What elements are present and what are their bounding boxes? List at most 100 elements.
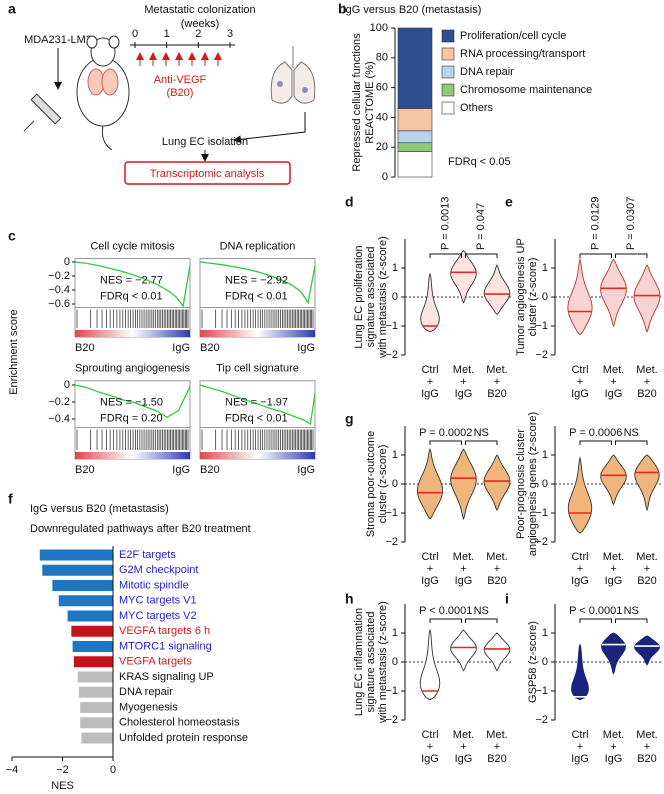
legend-label: RNA processing/transport [460, 48, 585, 60]
x-tick-label: Ctrl [421, 551, 438, 563]
bar [80, 702, 113, 713]
x-tick-label: IgG [605, 388, 623, 400]
y-axis-label: signature associated [365, 247, 377, 348]
panel-label: c [8, 228, 16, 244]
x-end-label: B20 [200, 342, 220, 354]
y-tick-label: 0 [542, 291, 548, 303]
x-tick-label: Ctrl [421, 364, 438, 376]
y-tick-label: 1 [392, 627, 398, 639]
arrow [233, 112, 306, 144]
y-tick-label: 20 [376, 141, 388, 153]
bar [42, 564, 113, 576]
x-tick-label: + [644, 376, 650, 388]
diagram-title: Metastatic colonization [144, 4, 255, 16]
violin [483, 632, 511, 672]
chart-title: DNA replication [220, 240, 296, 252]
y-tick-label: −1 [535, 685, 548, 697]
category-label: Cholesterol homeostasis [119, 717, 240, 729]
y-axis-label: with metastasis (z-score) [377, 601, 389, 724]
rank-gradient [75, 330, 190, 337]
rank-gradient [75, 452, 190, 459]
enrichment-line [74, 384, 191, 419]
bracket [465, 618, 498, 623]
p-value: NS [474, 427, 489, 439]
y-tick-label: 0 [392, 478, 398, 490]
category-label: KRAS signaling UP [119, 671, 214, 683]
bar-segment [397, 108, 433, 132]
x-tick-label: IgG [571, 575, 589, 587]
cell-line: MDA231-LM2 [24, 34, 92, 46]
annotation: FDRq < 0.05 [448, 156, 511, 168]
y-tick-label: 0 [542, 478, 548, 490]
y-tick-label: −1 [385, 507, 398, 519]
step: Lung EC isolation [162, 136, 248, 148]
p-value: NS [624, 605, 639, 617]
x-end-label: B20 [75, 342, 95, 354]
x-tick-label: Met. [453, 364, 474, 376]
bracket [429, 618, 462, 623]
bar [52, 580, 113, 591]
x-tick-label: IgG [605, 753, 623, 765]
enrichment-line [199, 384, 316, 426]
x-tick-label: + [494, 741, 500, 753]
bracket [615, 253, 648, 258]
x-tick-label: Ctrl [571, 729, 588, 741]
nes: NES = −2.92 [225, 274, 288, 286]
timeline-label: 2 [195, 28, 201, 40]
y-tick-label: 0 [542, 656, 548, 668]
x-tick-label: + [610, 563, 616, 575]
y-axis-label: cluster (z-score) [527, 258, 539, 337]
fdr: FDRq < 0.01 [100, 290, 163, 302]
y-tick-label: −2 [535, 714, 548, 726]
timeline-label: 3 [227, 28, 233, 40]
chart-subtitle: Downregulated pathways after B20 treatme… [30, 523, 251, 535]
nes: NES = −1.97 [225, 397, 288, 409]
x-tick-label: + [610, 376, 616, 388]
x-tick-label: B20 [637, 753, 657, 765]
panel-a: Metastatic colonization (weeks) MDA231-L… [23, 4, 316, 185]
x-tick-label: B20 [637, 388, 657, 400]
x-end-label: IgG [172, 464, 190, 476]
violin [483, 264, 511, 316]
y-tick-label: 0 [392, 656, 398, 668]
bar-segment [397, 130, 433, 144]
y-axis-label: Poor-prognosis cluster [515, 429, 527, 539]
bracket [579, 618, 612, 623]
panel-label: a [8, 1, 16, 17]
bar [73, 656, 113, 668]
x-tick-label: Ctrl [571, 551, 588, 563]
panel-label: g [345, 411, 354, 427]
chart-title: IgG versus B20 (metastasis) [30, 503, 169, 515]
syringe [23, 93, 62, 132]
legend-label: DNA repair [460, 66, 514, 78]
category-label: G2M checkpoint [119, 564, 198, 576]
p-value: P = 0.047 [475, 203, 487, 250]
step-box [124, 161, 291, 185]
bar [77, 671, 113, 683]
x-tick-label: Met. [603, 551, 624, 563]
y-axis-label: GSP58 (z-score) [527, 621, 539, 703]
bracket [429, 440, 462, 445]
violin [567, 456, 593, 534]
category-label: Mitotic spindle [119, 579, 189, 591]
treatment: Anti-VEGF [154, 74, 207, 86]
y-tick-label: 1 [542, 449, 548, 461]
x-end-label: IgG [297, 342, 315, 354]
x-end-label: IgG [172, 342, 190, 354]
y-tick-label: 0 [392, 291, 398, 303]
y-tick-label: 0 [64, 256, 70, 268]
legend-label: Chromosome maintenance [460, 84, 592, 96]
bracket [579, 440, 612, 445]
timeline-label: 1 [164, 28, 170, 40]
y-tick-label: −2 [385, 714, 398, 726]
bracket [579, 253, 612, 258]
x-tick-label: −4 [6, 764, 19, 776]
panel-label: i [505, 591, 509, 607]
bracket [615, 440, 648, 445]
y-tick-label: 0 [382, 171, 388, 183]
legend-label: Others [460, 102, 494, 114]
x-tick-label: + [460, 741, 466, 753]
bar [78, 686, 113, 698]
x-tick-label: Met. [486, 551, 507, 563]
